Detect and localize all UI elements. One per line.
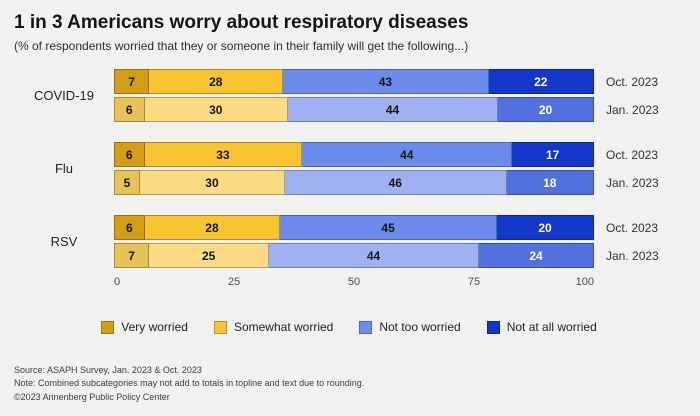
category-label: Flu bbox=[54, 161, 74, 176]
x-tick-label: 75 bbox=[467, 276, 481, 288]
bar-segment: 30 bbox=[144, 97, 288, 122]
bar-segment: 6 bbox=[114, 142, 145, 167]
bar-segment: 6 bbox=[114, 215, 145, 240]
legend-swatch bbox=[213, 320, 227, 334]
bar-segment: 20 bbox=[498, 97, 594, 122]
row-period-label: Jan. 2023 bbox=[606, 248, 659, 263]
group-rows: 6 33 44 17 Oct. 2023 5 30 46 18 Jan. 2023 bbox=[114, 142, 684, 195]
bar-stack: 7 25 44 24 bbox=[114, 243, 594, 268]
bar-segment: 44 bbox=[302, 142, 513, 167]
bar-row: 6 28 45 20 Oct. 2023 bbox=[114, 215, 684, 240]
bar-segment: 5 bbox=[114, 170, 140, 195]
bar-row: 7 25 44 24 Jan. 2023 bbox=[114, 243, 684, 268]
x-tick-label: 25 bbox=[227, 276, 241, 288]
legend-item: Not at all worried bbox=[486, 320, 597, 334]
bar-row: 6 30 44 20 Jan. 2023 bbox=[114, 97, 684, 122]
legend-label: Somewhat worried bbox=[233, 320, 334, 334]
row-period-label: Jan. 2023 bbox=[606, 102, 659, 117]
bar-segment: 44 bbox=[269, 243, 479, 268]
x-axis-spacer bbox=[14, 276, 114, 290]
bar-segment: 46 bbox=[284, 170, 507, 195]
chart-group-flu: Flu 6 33 44 17 Oct. 2023 5 30 46 18 Jan. 2023 bbox=[14, 142, 684, 195]
category-label: RSV bbox=[50, 234, 78, 249]
bar-stack: 7 28 43 22 bbox=[114, 69, 594, 94]
legend-swatch bbox=[486, 320, 500, 334]
footnote-copyright: ©2023 Annenberg Public Policy Center bbox=[14, 391, 170, 402]
bar-segment: 6 bbox=[114, 97, 145, 122]
bar-segment: 7 bbox=[114, 243, 150, 268]
bar-segment: 17 bbox=[512, 142, 594, 167]
bar-row: 6 33 44 17 Oct. 2023 bbox=[114, 142, 684, 167]
row-period-label: Jan. 2023 bbox=[606, 175, 659, 190]
bar-segment: 44 bbox=[288, 97, 498, 122]
bar-segment: 20 bbox=[497, 215, 594, 240]
chart: COVID-19 7 28 43 22 Oct. 2023 6 30 44 20 Jan. 2023… bbox=[14, 69, 684, 268]
legend-label: Very worried bbox=[121, 320, 188, 334]
chart-group-covid-19: COVID-19 7 28 43 22 Oct. 2023 6 30 44 20 Jan. 2023 bbox=[14, 69, 684, 122]
bar-stack: 6 28 45 20 bbox=[114, 215, 594, 240]
bar-stack: 5 30 46 18 bbox=[114, 170, 594, 195]
bar-segment: 33 bbox=[144, 142, 303, 167]
bar-segment: 25 bbox=[149, 243, 269, 268]
legend-item: Somewhat worried bbox=[213, 320, 334, 334]
row-period-label: Oct. 2023 bbox=[606, 74, 659, 89]
bar-segment: 7 bbox=[114, 69, 150, 94]
legend-item: Very worried bbox=[101, 320, 188, 334]
legend-label: Not at all worried bbox=[506, 320, 597, 334]
x-axis-row: 0 25 50 75 100 bbox=[14, 276, 684, 290]
bar-stack: 6 33 44 17 bbox=[114, 142, 594, 167]
x-tick-label: 50 bbox=[347, 276, 361, 288]
legend-swatch bbox=[359, 320, 373, 334]
page: 1 in 3 Americans worry about respiratory… bbox=[14, 12, 684, 334]
x-axis: 0 25 50 75 100 bbox=[114, 276, 594, 290]
group-rows: 7 28 43 22 Oct. 2023 6 30 44 20 Jan. 2023 bbox=[114, 69, 684, 122]
bar-stack: 6 30 44 20 bbox=[114, 97, 594, 122]
bar-row: 7 28 43 22 Oct. 2023 bbox=[114, 69, 684, 94]
footnote-note: Note: Combined subcategories may not add… bbox=[14, 378, 365, 388]
category-label: COVID-19 bbox=[34, 88, 94, 103]
bar-segment: 24 bbox=[479, 243, 594, 268]
row-period-label: Oct. 2023 bbox=[606, 220, 659, 235]
footnote-source: Source: ASAPH Survey, Jan. 2023 & Oct. 2… bbox=[14, 364, 202, 375]
legend-swatch bbox=[101, 320, 115, 334]
chart-group-rsv: RSV 6 28 45 20 Oct. 2023 7 25 44 24 Jan. 2023 bbox=[14, 215, 684, 268]
bar-segment: 45 bbox=[280, 215, 498, 240]
footnotes: Source: ASAPH Survey, Jan. 2023 & Oct. 2… bbox=[14, 364, 364, 405]
legend-label: Not too worried bbox=[379, 320, 461, 334]
row-period-label: Oct. 2023 bbox=[606, 147, 659, 162]
bar-segment: 30 bbox=[139, 170, 285, 195]
bar-segment: 28 bbox=[149, 69, 284, 94]
chart-subtitle: (% of respondents worried that they or s… bbox=[14, 39, 469, 53]
group-rows: 6 28 45 20 Oct. 2023 7 25 44 24 Jan. 2023 bbox=[114, 215, 684, 268]
x-tick-label: 0 bbox=[114, 276, 121, 288]
legend: Very worried Somewhat worried Not too worr… bbox=[14, 320, 684, 334]
bar-segment: 18 bbox=[506, 170, 594, 195]
bar-segment: 43 bbox=[283, 69, 489, 94]
bar-segment: 28 bbox=[144, 215, 281, 240]
x-tick-label: 100 bbox=[575, 276, 594, 288]
legend-item: Not too worried bbox=[359, 320, 461, 334]
bar-segment: 22 bbox=[488, 69, 594, 94]
chart-title: 1 in 3 Americans worry about respiratory… bbox=[14, 12, 469, 33]
bar-row: 5 30 46 18 Jan. 2023 bbox=[114, 170, 684, 195]
